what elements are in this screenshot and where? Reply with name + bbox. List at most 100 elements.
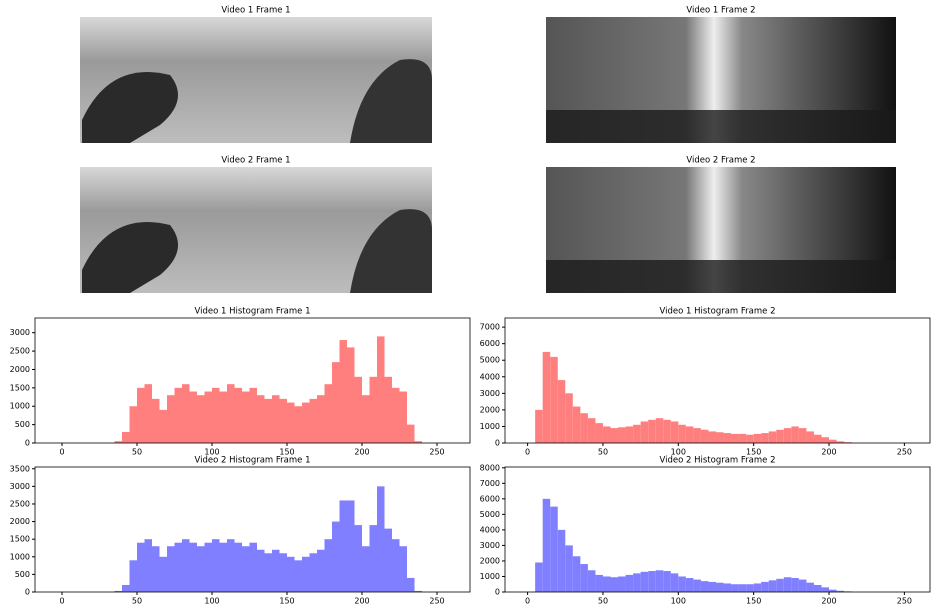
histogram-bar xyxy=(362,546,370,592)
histogram-bar xyxy=(716,583,724,592)
histogram-bar xyxy=(678,425,686,443)
histogram-bar xyxy=(610,428,618,443)
histogram-bar xyxy=(205,392,213,443)
histogram-bar xyxy=(295,406,303,443)
y-tick-label: 4000 xyxy=(480,525,500,534)
histogram-bar xyxy=(806,431,814,443)
histogram-bar xyxy=(242,546,250,592)
y-tick-label: 3000 xyxy=(10,328,30,337)
histogram-bar xyxy=(573,407,581,443)
y-tick-label: 0 xyxy=(495,439,500,448)
histogram-bar xyxy=(648,571,656,592)
image-title: Video 2 Frame 2 xyxy=(686,156,755,166)
histogram-bar xyxy=(829,440,837,443)
histogram-bar xyxy=(227,384,235,443)
histogram-bar xyxy=(648,420,656,443)
histogram-bar xyxy=(535,410,543,443)
histogram-bar xyxy=(355,377,363,443)
histogram-bar xyxy=(588,570,596,592)
histogram-bar xyxy=(716,432,724,443)
histogram-bar xyxy=(130,406,138,443)
y-tick-label: 0 xyxy=(25,439,30,448)
histogram-bar xyxy=(731,434,739,443)
x-tick-label: 250 xyxy=(897,448,912,457)
y-tick-label: 2500 xyxy=(10,347,30,356)
x-tick-label: 50 xyxy=(132,597,142,606)
x-tick-label: 50 xyxy=(132,448,142,457)
histogram-bar xyxy=(814,585,822,592)
image-title: Video 1 Frame 2 xyxy=(686,6,755,16)
histogram-bar xyxy=(145,384,153,443)
y-tick-label: 1000 xyxy=(480,572,500,581)
histogram-bar xyxy=(250,388,258,443)
histogram-bar xyxy=(310,399,318,443)
histogram-bar xyxy=(656,418,664,443)
histogram-bar xyxy=(250,543,258,592)
histogram-bar xyxy=(626,575,634,592)
image-panel: Video 1 Frame 1 xyxy=(80,6,432,144)
histogram-bar xyxy=(175,543,183,592)
histogram-bar xyxy=(746,584,754,592)
y-tick-label: 0 xyxy=(495,588,500,597)
histogram-bar xyxy=(332,362,340,443)
histogram-bar xyxy=(565,545,573,592)
histogram-bar xyxy=(701,581,709,592)
histogram-bar xyxy=(182,539,190,592)
histogram-bar xyxy=(603,426,611,443)
histogram-bar xyxy=(603,576,611,592)
histogram-bar xyxy=(152,399,160,443)
y-tick-label: 5000 xyxy=(480,510,500,519)
histogram-bar xyxy=(212,388,220,443)
histogram-bar xyxy=(550,507,558,592)
histogram-bar xyxy=(137,388,145,443)
histogram-bar xyxy=(588,418,596,443)
y-tick-label: 500 xyxy=(15,570,30,579)
histogram-bar xyxy=(543,352,551,443)
histogram-bar xyxy=(671,421,679,443)
y-tick-label: 1500 xyxy=(10,535,30,544)
y-tick-label: 1000 xyxy=(480,422,500,431)
chart: 0501001502002500100020003000400050006000… xyxy=(480,456,930,606)
histogram-bar xyxy=(821,587,829,592)
histogram-bar xyxy=(595,575,603,592)
histogram-bar xyxy=(400,546,408,592)
x-tick-label: 250 xyxy=(429,597,444,606)
histogram-bar xyxy=(325,384,333,443)
histogram-bar xyxy=(347,347,355,443)
histogram-bar xyxy=(708,431,716,443)
histogram-bar xyxy=(791,426,799,443)
histogram-bar xyxy=(385,529,393,592)
y-tick-label: 500 xyxy=(15,420,30,429)
histogram-bar xyxy=(746,435,754,443)
y-tick-label: 1000 xyxy=(10,402,30,411)
histogram-bar xyxy=(385,377,393,443)
histogram-bar xyxy=(122,432,130,443)
histogram-bar xyxy=(558,530,566,592)
histogram-bar xyxy=(671,573,679,592)
histogram-bar xyxy=(242,392,250,443)
histogram-bar xyxy=(317,395,325,443)
histogram-bar xyxy=(558,380,566,443)
y-tick-label: 3000 xyxy=(480,389,500,398)
histogram-bar xyxy=(205,543,213,592)
histogram-bar xyxy=(633,573,641,592)
x-tick-label: 200 xyxy=(354,448,369,457)
histogram-bar xyxy=(791,578,799,592)
histogram-bar xyxy=(392,539,400,592)
histogram-bar xyxy=(362,395,370,443)
histogram-bar xyxy=(265,399,273,443)
histogram-bar xyxy=(580,564,588,592)
histogram-bar xyxy=(693,580,701,592)
histogram-bar xyxy=(656,570,664,592)
histogram-bar xyxy=(663,420,671,443)
y-tick-label: 2500 xyxy=(10,499,30,508)
histogram-bar xyxy=(190,392,198,443)
histogram-bar xyxy=(814,435,822,443)
x-tick-label: 0 xyxy=(525,448,530,457)
histogram-bar xyxy=(626,426,634,443)
histogram-bar xyxy=(663,571,671,592)
x-tick-label: 250 xyxy=(429,448,444,457)
histogram-bar xyxy=(678,576,686,592)
y-tick-label: 2000 xyxy=(10,365,30,374)
